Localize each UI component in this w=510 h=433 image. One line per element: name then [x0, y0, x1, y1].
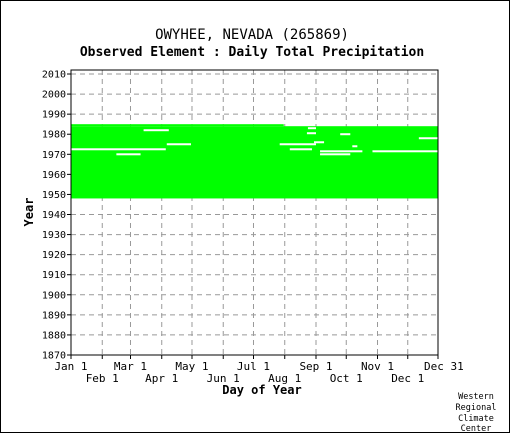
- grid-lines: [71, 70, 438, 356]
- tick-labels: 2010 2000 1990 1980 1970 1960 1950 1940 1930 1920…: [42, 70, 464, 385]
- missing-data-gap: [279, 143, 317, 146]
- missing-data-gap: [307, 127, 317, 130]
- credit-line-4: Center: [461, 424, 492, 433]
- x-tick-label-feb-1: Feb 1: [86, 372, 119, 385]
- plot-border: [70, 69, 439, 356]
- missing-data-gap: [306, 132, 317, 135]
- missing-data-gap: [320, 150, 363, 153]
- chart-subtitle: Observed Element : Daily Total Precipita…: [80, 45, 424, 60]
- y-tick-label-2000: 2000: [42, 90, 66, 101]
- axis-ticks: [67, 73, 439, 359]
- x-tick-label-mar-1: Mar 1: [114, 360, 147, 373]
- missing-data-gap: [116, 153, 141, 156]
- missing-data-gap: [372, 150, 438, 153]
- missing-data-gap: [418, 137, 438, 140]
- y-tick-label-1880: 1880: [42, 330, 66, 341]
- y-tick-label-1990: 1990: [42, 110, 66, 121]
- missing-data-gap: [71, 148, 166, 151]
- x-tick-label-may-1: May 1: [175, 360, 208, 373]
- x-tick-label-jan-1: Jan 1: [54, 360, 87, 373]
- x-tick-label-dec-1: Dec 1: [391, 372, 424, 385]
- y-tick-label-1900: 1900: [42, 290, 66, 301]
- x-tick-label-dec-31: Dec 31: [424, 360, 464, 373]
- x-tick-label-aug-1: Aug 1: [268, 372, 301, 385]
- missing-data-gap: [313, 141, 325, 144]
- y-tick-label-1940: 1940: [42, 210, 66, 221]
- x-tick-label-nov-1: Nov 1: [361, 360, 394, 373]
- data-coverage: [71, 124, 438, 199]
- x-tick-label-apr-1: Apr 1: [145, 372, 178, 385]
- credit-line-2: Regional: [456, 403, 497, 413]
- credit-line-3: Climate: [458, 414, 494, 424]
- credit-line-1: Western: [458, 392, 494, 402]
- x-axis-label: Day of Year: [222, 383, 301, 397]
- x-tick-label-jun-1: Jun 1: [207, 372, 240, 385]
- y-tick-label-1870: 1870: [42, 351, 66, 362]
- data-band-full-years: [71, 126, 438, 199]
- chart-title: OWYHEE, NEVADA (265869): [155, 27, 349, 43]
- missing-data-gap: [289, 148, 312, 151]
- y-tick-label-1950: 1950: [42, 190, 66, 201]
- missing-data-gap: [320, 153, 351, 156]
- y-tick-label-1960: 1960: [42, 170, 66, 181]
- missing-data-gap: [166, 143, 191, 146]
- x-tick-label-oct-1: Oct 1: [330, 372, 363, 385]
- x-tick-label-sep-1: Sep 1: [299, 360, 332, 373]
- y-tick-label-2010: 2010: [42, 70, 66, 81]
- credit-block: Western Regional Climate Center: [456, 392, 497, 433]
- x-tick-label-jul-1: Jul 1: [237, 360, 270, 373]
- missing-data-gap: [340, 133, 351, 136]
- y-tick-label-1930: 1930: [42, 230, 66, 241]
- y-tick-label-1970: 1970: [42, 150, 66, 161]
- y-tick-label-1920: 1920: [42, 250, 66, 261]
- missing-data-gap: [352, 145, 358, 148]
- y-tick-label-1980: 1980: [42, 130, 66, 141]
- missing-data-gap: [143, 129, 169, 132]
- y-tick-label-1910: 1910: [42, 270, 66, 281]
- y-axis-label: Year: [22, 198, 36, 227]
- data-band-final-year: [71, 124, 284, 127]
- y-tick-label-1890: 1890: [42, 310, 66, 321]
